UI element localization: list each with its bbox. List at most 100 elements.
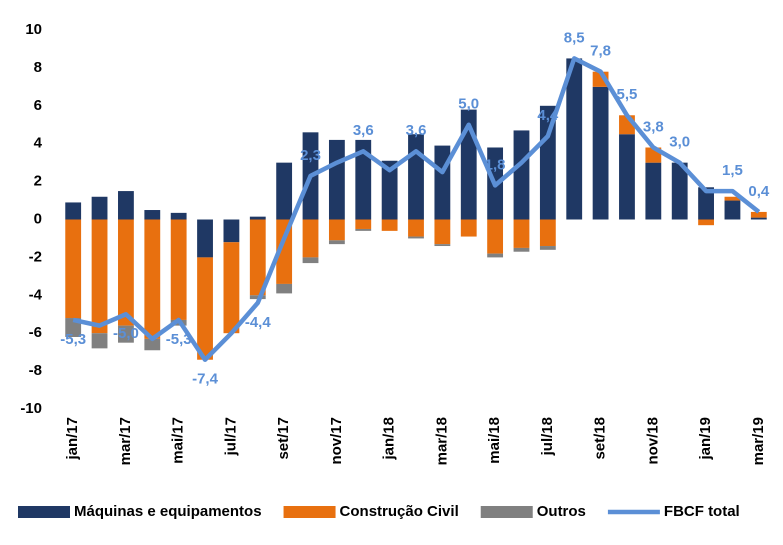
bar	[223, 219, 240, 243]
data-label: -5,3	[166, 331, 192, 348]
legend-label: FBCF total	[664, 503, 740, 520]
bar	[724, 196, 741, 201]
data-label: -5,0	[113, 325, 139, 342]
data-label: 2,3	[300, 147, 321, 164]
y-tick-label: -4	[29, 286, 43, 303]
bar	[539, 219, 556, 247]
bar	[355, 219, 372, 229]
data-label: 5,5	[617, 86, 638, 103]
bar	[513, 247, 530, 252]
bar	[698, 187, 714, 220]
bar	[276, 162, 293, 220]
bar	[408, 219, 424, 237]
bar	[118, 219, 134, 326]
y-tick-label: 0	[34, 210, 42, 227]
bar	[276, 283, 293, 294]
legend-label: Construção Civil	[340, 503, 459, 520]
bar	[197, 219, 213, 258]
bar	[619, 134, 635, 220]
bar	[118, 191, 134, 220]
bar	[170, 219, 187, 320]
legend-swatch	[480, 506, 533, 518]
data-label: 3,0	[669, 134, 690, 151]
bar	[434, 244, 451, 247]
bar	[328, 219, 345, 241]
data-label: 7,8	[590, 43, 611, 60]
y-tick-label: 10	[25, 21, 42, 38]
x-tick-label: set/18	[592, 417, 609, 460]
bar	[328, 139, 345, 220]
x-tick-label: mar/17	[117, 417, 134, 465]
y-tick-label: -6	[29, 324, 42, 341]
x-tick-label: jul/17	[222, 417, 239, 456]
data-label: 0,4	[748, 183, 770, 200]
bar	[355, 228, 372, 231]
x-tick-label: set/17	[275, 417, 292, 460]
data-label: 5,0	[458, 96, 479, 113]
bar	[408, 236, 424, 239]
bar	[170, 212, 187, 220]
bar	[434, 219, 451, 245]
bar	[144, 219, 161, 339]
legend-label: Outros	[537, 503, 586, 520]
bar	[249, 219, 266, 296]
data-label: -4,4	[245, 314, 272, 331]
line	[72, 56, 761, 362]
bar	[592, 86, 609, 220]
legend-swatch	[18, 506, 70, 518]
bar	[65, 202, 82, 220]
bar	[91, 196, 108, 220]
bar	[91, 333, 108, 349]
bar	[302, 219, 319, 258]
y-tick-label: 2	[34, 173, 42, 190]
x-tick-label: mai/17	[170, 417, 187, 464]
y-tick-label: 4	[34, 135, 43, 152]
bar	[144, 210, 161, 220]
x-tick-label: jan/19	[697, 417, 714, 461]
x-tick-label: mar/19	[750, 417, 767, 465]
bar	[144, 338, 161, 351]
bar	[645, 162, 662, 220]
bar	[276, 219, 293, 284]
bar	[539, 105, 556, 220]
y-tick-label: -10	[20, 400, 42, 417]
y-tick-label: -2	[29, 248, 42, 265]
bar	[539, 246, 556, 250]
bar	[381, 219, 398, 231]
data-label: 3,6	[353, 122, 374, 139]
bar	[434, 145, 451, 220]
bar	[750, 217, 767, 220]
x-tick-label: nov/17	[328, 417, 345, 465]
data-label: 1,5	[722, 162, 743, 179]
y-tick-label: 6	[34, 97, 42, 114]
bar	[460, 219, 477, 237]
data-label: -7,4	[192, 371, 219, 388]
bar	[91, 219, 108, 334]
x-tick-label: jan/18	[381, 417, 398, 461]
bar	[65, 219, 82, 319]
bar	[328, 240, 345, 245]
data-label: -5,3	[60, 331, 86, 348]
data-label: 3,6	[406, 122, 427, 139]
bar	[724, 200, 741, 220]
bar	[223, 242, 240, 334]
bar	[408, 134, 424, 220]
data-label: 8,5	[564, 29, 585, 46]
bar	[118, 325, 134, 343]
bar	[698, 219, 714, 226]
bar	[381, 160, 398, 220]
bar	[513, 130, 530, 220]
bar	[513, 219, 530, 248]
bar	[487, 253, 504, 258]
x-tick-label: mai/18	[486, 417, 503, 464]
legend-swatch	[283, 506, 336, 518]
x-tick-label: nov/18	[644, 417, 661, 465]
bar	[249, 216, 266, 220]
bar	[671, 162, 688, 220]
bar	[566, 58, 583, 220]
bar	[487, 219, 504, 254]
bar	[355, 139, 372, 220]
data-label: 1,8	[485, 156, 506, 173]
